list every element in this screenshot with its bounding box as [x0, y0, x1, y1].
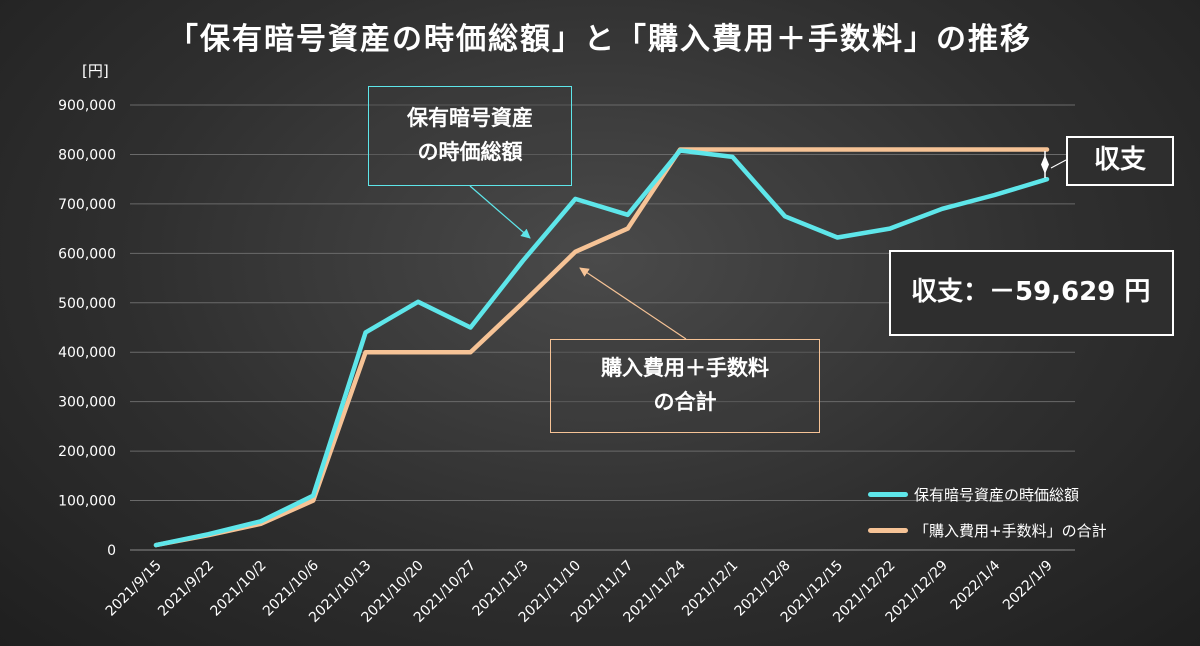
legend-swatch-cost [868, 527, 908, 533]
balance-label: 収支 [1093, 145, 1146, 176]
series-lines [153, 147, 1050, 548]
y-tick-label: 400,000 [58, 345, 116, 361]
legend-item-market: 保有暗号資産の時価総額 [868, 476, 1107, 512]
series-line-market-value [153, 148, 1050, 548]
y-tick-label: 100,000 [58, 494, 116, 510]
y-tick-label: 300,000 [58, 395, 116, 411]
y-axis: 0 100,000 200,000 300,000 400,000 500,000 600,… [58, 98, 116, 559]
x-tick-label: 2021/9/22 [155, 558, 217, 620]
cost-callout-arrow [579, 267, 687, 340]
market-callout-line-1: 保有暗号資産 [407, 106, 533, 131]
balance-result-box: 収支：－59,629 円 [889, 250, 1174, 336]
market-callout-line-2: の時価総額 [417, 140, 523, 164]
legend-swatch-market [868, 491, 908, 497]
balance-label-box: 収支 [1066, 136, 1174, 186]
legend-item-cost: 「購入費用+手数料」の合計 [868, 512, 1107, 548]
y-tick-label: 0 [107, 543, 116, 559]
y-tick-label: 200,000 [58, 444, 116, 460]
y-tick-label: 900,000 [58, 98, 116, 114]
cost-callout-line-2: の合計 [653, 390, 717, 414]
x-tick-label: 2021/9/15 [103, 558, 165, 620]
gridlines [130, 104, 1075, 551]
market-value-callout: 保有暗号資産 の時価総額 [368, 86, 572, 186]
chart-title: 「保有暗号資産の時価総額」と「購入費用＋手数料」の推移 [168, 22, 1032, 57]
legend-label-market: 保有暗号資産の時価総額 [914, 485, 1080, 504]
y-tick-label: 500,000 [58, 296, 116, 312]
y-tick-label: 700,000 [58, 197, 116, 213]
x-tick-label: 2022/1/4 [948, 557, 1004, 613]
x-tick-label: 2022/1/9 [1000, 558, 1056, 614]
x-axis: 2021/9/152021/9/222021/10/22021/10/62021… [103, 557, 1056, 625]
y-tick-label: 800,000 [58, 147, 116, 163]
legend: 保有暗号資産の時価総額 「購入費用+手数料」の合計 [868, 476, 1107, 548]
balance-gap-marker [1041, 151, 1067, 178]
cost-callout-line-1: 購入費用＋手数料 [601, 356, 769, 381]
y-tick-label: 600,000 [58, 246, 116, 262]
legend-label-cost: 「購入費用+手数料」の合計 [914, 521, 1107, 540]
y-axis-unit: [円] [82, 62, 109, 80]
x-tick-label: 2021/10/2 [208, 558, 270, 620]
series-line-cost-total [153, 147, 1050, 548]
cost-total-callout: 購入費用＋手数料 の合計 [550, 339, 820, 433]
balance-result-text: 収支：－59,629 円 [911, 277, 1151, 308]
x-tick-label: 2021/12/1 [679, 558, 741, 620]
market-callout-arrow [469, 185, 531, 239]
